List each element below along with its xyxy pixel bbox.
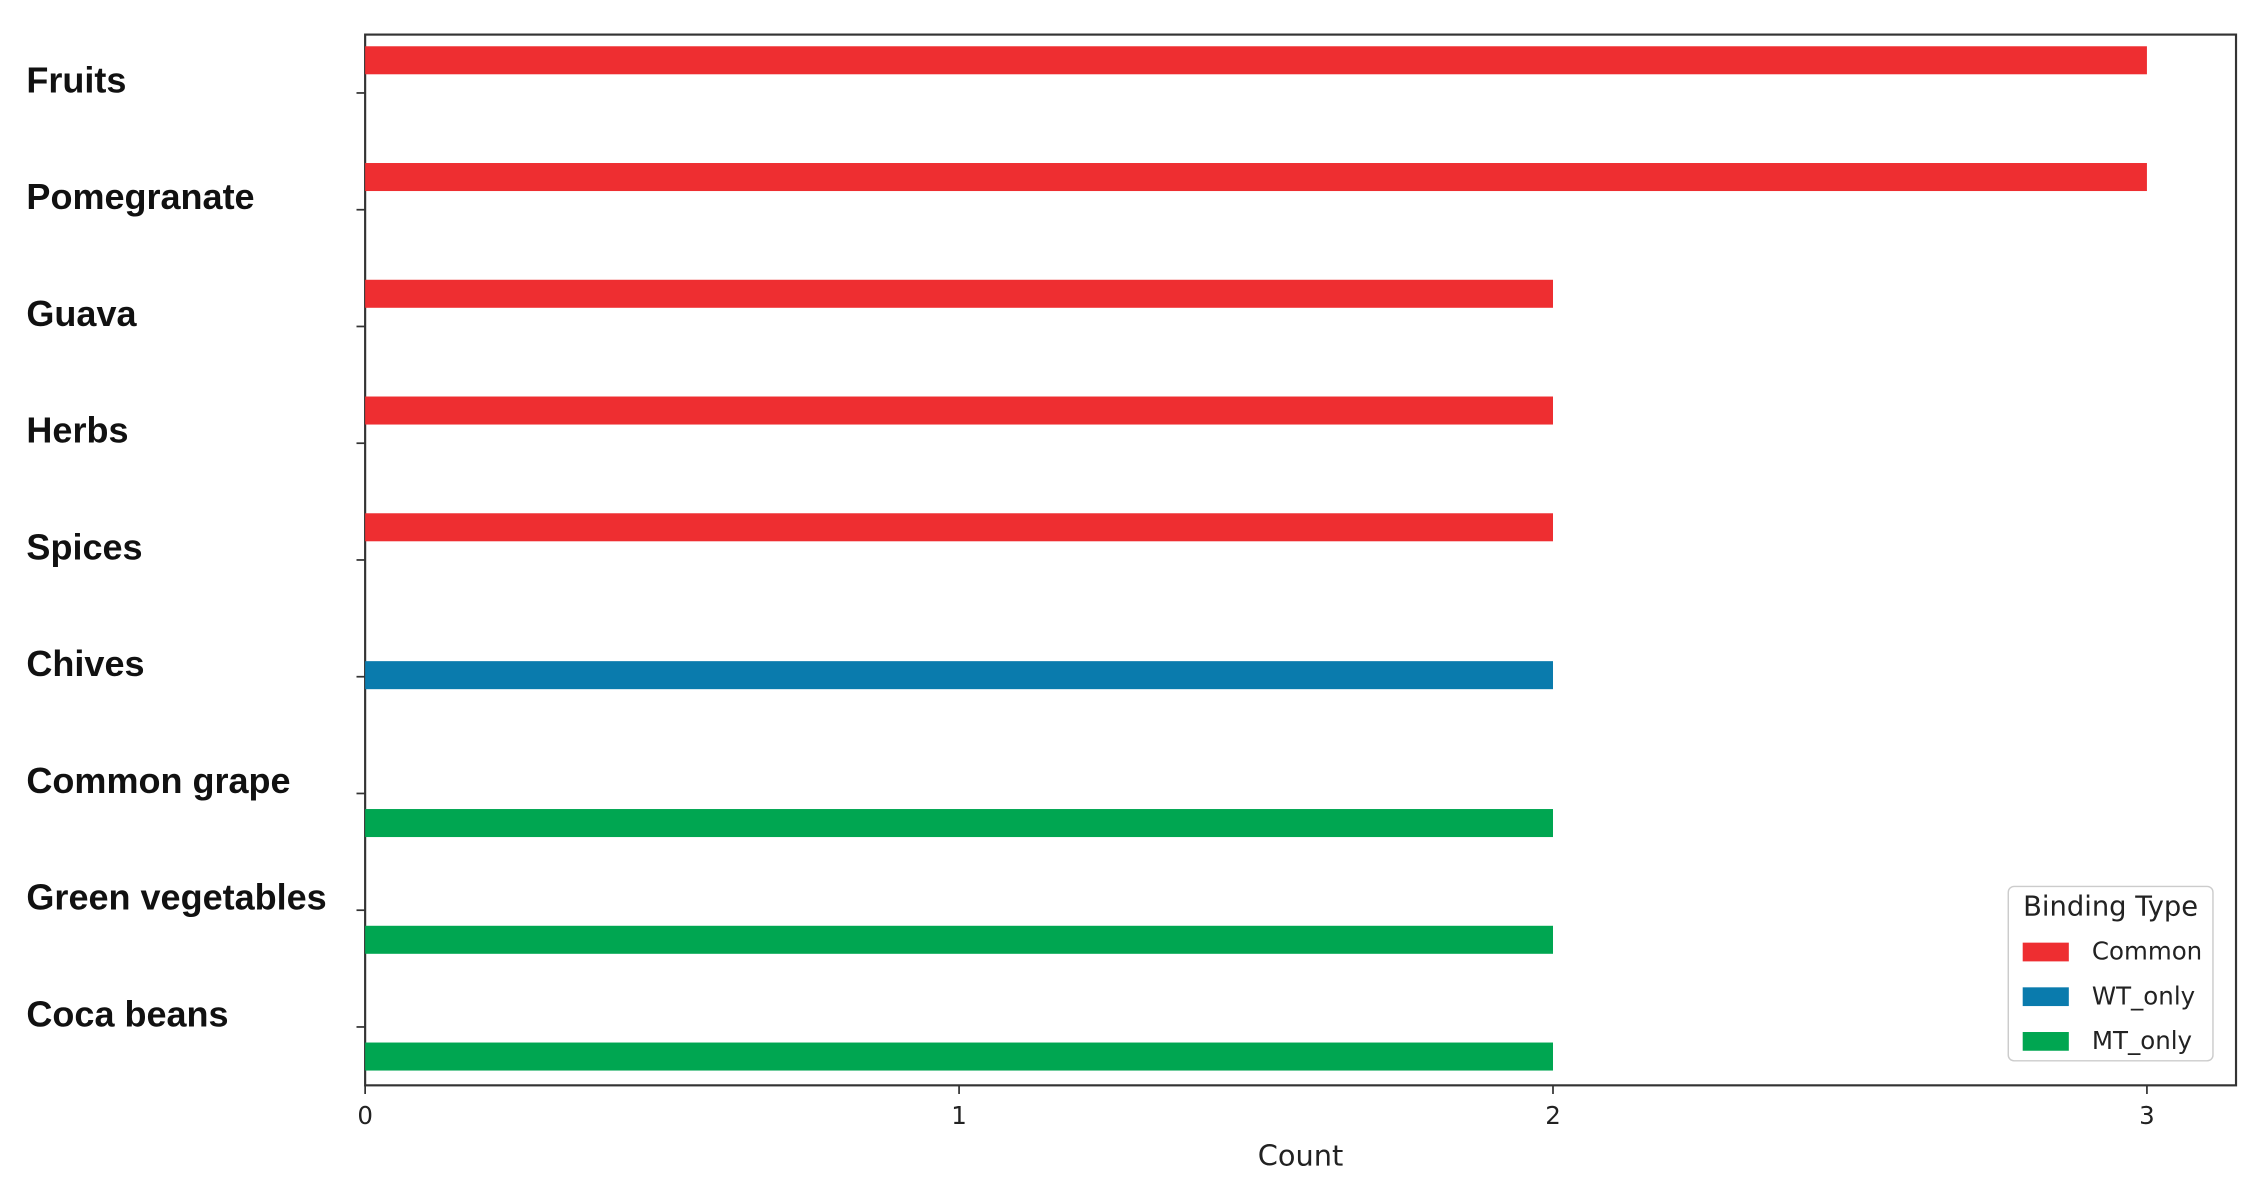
y-tick-label: Green vegetables — [26, 877, 326, 918]
x-axis-label: Count — [1258, 1138, 1344, 1172]
legend-swatch — [2022, 942, 2069, 962]
legend-label: MT_only — [2092, 1026, 2192, 1055]
y-tick-label: Coca beans — [26, 993, 228, 1034]
y-tick-label: Herbs — [26, 410, 128, 451]
bar — [365, 279, 1553, 308]
y-tick-label: Fruits — [26, 59, 126, 100]
legend-swatch — [2022, 987, 2069, 1007]
legend-swatch — [2022, 1032, 2069, 1051]
y-tick-label: Spices — [26, 526, 142, 567]
legend-box — [2007, 885, 2214, 1062]
bar — [365, 396, 1553, 425]
x-tick-label: 3 — [2139, 1101, 2155, 1130]
bar — [365, 46, 2147, 75]
x-tick-label: 2 — [1545, 1101, 1561, 1130]
x-tick-label: 0 — [357, 1101, 373, 1130]
bar — [365, 513, 1553, 542]
y-tick-label: Chives — [26, 643, 144, 684]
bar — [365, 809, 1553, 838]
legend-title: Binding Type — [2023, 892, 2198, 923]
x-tick-label: 1 — [951, 1101, 967, 1130]
bar — [365, 163, 2147, 192]
legend-label: Common — [2092, 937, 2202, 966]
legend-label: WT_only — [2092, 981, 2195, 1010]
bar — [365, 1042, 1553, 1071]
y-tick-label: Common grape — [26, 760, 290, 801]
y-tick-label: Pomegranate — [26, 176, 254, 217]
bar — [365, 661, 1553, 690]
y-tick-label: Guava — [26, 293, 137, 334]
bar — [365, 925, 1553, 954]
